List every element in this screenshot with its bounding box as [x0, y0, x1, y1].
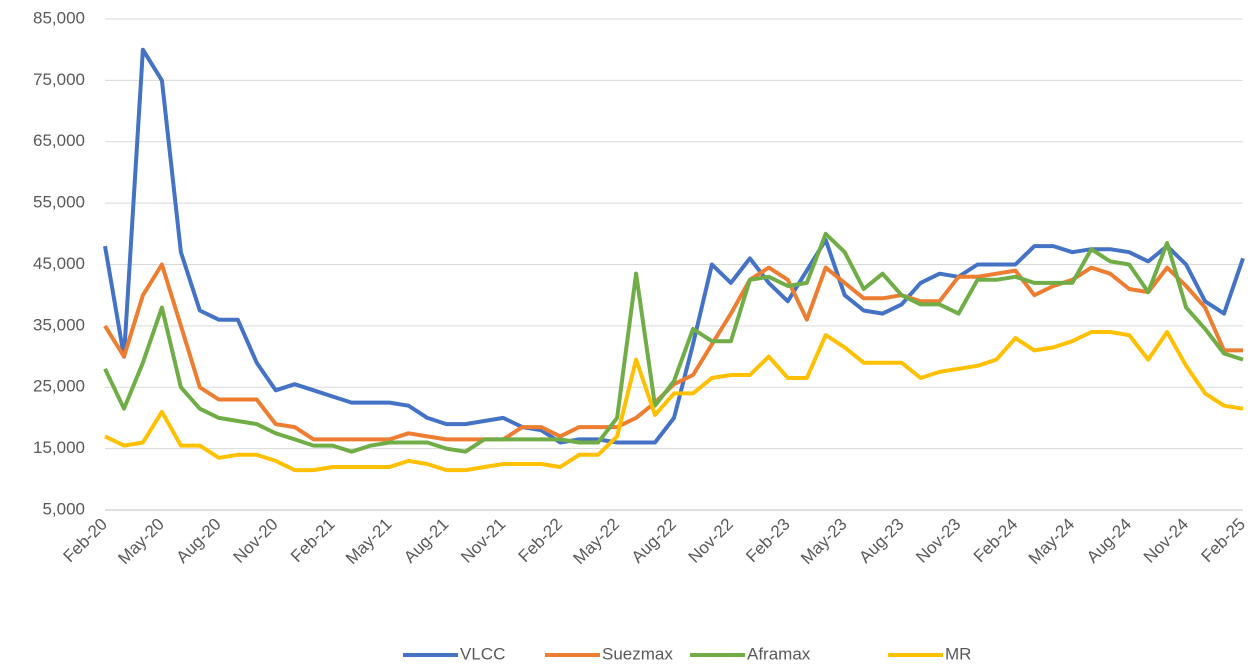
x-tick-label: Feb-25 — [1197, 515, 1249, 567]
x-tick-label: Aug-21 — [400, 515, 452, 567]
x-tick-label: May-20 — [114, 515, 168, 569]
y-tick-label: 5,000 — [42, 499, 85, 518]
x-tick-label: Aug-22 — [628, 515, 680, 567]
x-tick-label: May-24 — [1025, 515, 1079, 569]
legend-label: Suezmax — [602, 644, 673, 663]
x-tick-label: May-23 — [797, 515, 851, 569]
series-line — [104, 330, 1244, 473]
x-tick-label: Nov-24 — [1140, 515, 1192, 567]
x-tick-label: May-22 — [570, 515, 624, 569]
legend-label: Aframax — [747, 644, 811, 663]
x-tick-label: Nov-22 — [685, 515, 737, 567]
y-tick-label: 85,000 — [33, 8, 85, 27]
x-tick-label: May-21 — [342, 515, 396, 569]
x-tick-label: Nov-20 — [230, 515, 282, 567]
y-tick-label: 35,000 — [33, 315, 85, 334]
y-tick-label: 15,000 — [33, 438, 85, 457]
y-tick-label: 75,000 — [33, 70, 85, 89]
x-tick-label: Feb-23 — [742, 515, 794, 567]
x-tick-label: Nov-23 — [912, 515, 964, 567]
y-tick-label: 55,000 — [33, 193, 85, 212]
legend-label: VLCC — [460, 644, 505, 663]
legend-label: MR — [945, 644, 971, 663]
x-tick-label: Nov-21 — [457, 515, 509, 567]
series-line — [103, 47, 1245, 445]
x-tick-label: Aug-23 — [855, 515, 907, 567]
y-tick-label: 65,000 — [33, 131, 85, 150]
x-tick-label: Aug-20 — [173, 515, 225, 567]
y-tick-label: 45,000 — [33, 254, 85, 273]
x-tick-label: Aug-24 — [1083, 515, 1135, 567]
y-tick-label: 25,000 — [33, 377, 85, 396]
x-tick-label: Feb-20 — [59, 515, 111, 567]
x-tick-label: Feb-22 — [515, 515, 567, 567]
x-tick-label: Feb-24 — [970, 515, 1022, 567]
series-line — [103, 231, 1244, 454]
x-tick-label: Feb-21 — [287, 515, 339, 567]
